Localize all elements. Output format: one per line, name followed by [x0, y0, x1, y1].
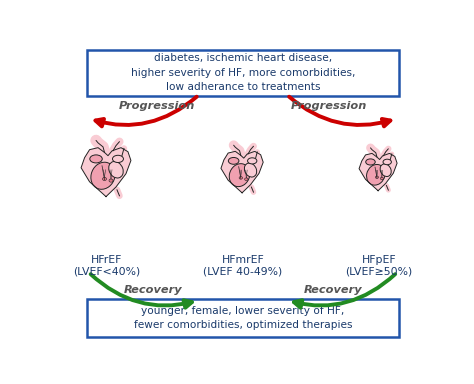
Ellipse shape — [380, 164, 391, 177]
Circle shape — [109, 179, 113, 182]
Ellipse shape — [109, 161, 123, 178]
Ellipse shape — [245, 163, 257, 177]
FancyBboxPatch shape — [87, 299, 399, 337]
Ellipse shape — [112, 155, 123, 162]
FancyArrowPatch shape — [91, 274, 192, 308]
Circle shape — [380, 177, 383, 180]
FancyArrowPatch shape — [289, 97, 391, 126]
Ellipse shape — [366, 164, 385, 185]
Polygon shape — [221, 151, 263, 193]
FancyArrowPatch shape — [95, 97, 197, 126]
Ellipse shape — [383, 159, 392, 165]
Ellipse shape — [366, 159, 375, 165]
Text: HFpEF
(LVEF≥50%): HFpEF (LVEF≥50%) — [345, 255, 412, 276]
FancyBboxPatch shape — [87, 50, 399, 96]
Circle shape — [245, 178, 248, 180]
Circle shape — [102, 177, 107, 180]
Ellipse shape — [229, 164, 250, 187]
Polygon shape — [359, 153, 397, 191]
Text: Progression: Progression — [291, 101, 367, 111]
Text: HFrEF
(LVEF<40%): HFrEF (LVEF<40%) — [73, 255, 141, 276]
Circle shape — [375, 176, 378, 179]
Ellipse shape — [90, 155, 102, 163]
Text: Progression: Progression — [118, 101, 195, 111]
Text: younger, female, lower severity of HF,
fewer comorbidities, optimized therapies: younger, female, lower severity of HF, f… — [134, 306, 352, 330]
Ellipse shape — [91, 162, 115, 189]
Polygon shape — [81, 148, 131, 197]
Text: Recovery: Recovery — [304, 285, 362, 295]
Circle shape — [239, 177, 243, 179]
Text: HFmrEF
(LVEF 40-49%): HFmrEF (LVEF 40-49%) — [203, 255, 283, 276]
Ellipse shape — [228, 157, 239, 164]
Ellipse shape — [247, 158, 257, 164]
FancyArrowPatch shape — [294, 274, 395, 308]
Text: Recovery: Recovery — [124, 285, 182, 295]
Text: diabetes, ischemic heart disease,
higher severity of HF, more comorbidities,
low: diabetes, ischemic heart disease, higher… — [131, 53, 355, 92]
